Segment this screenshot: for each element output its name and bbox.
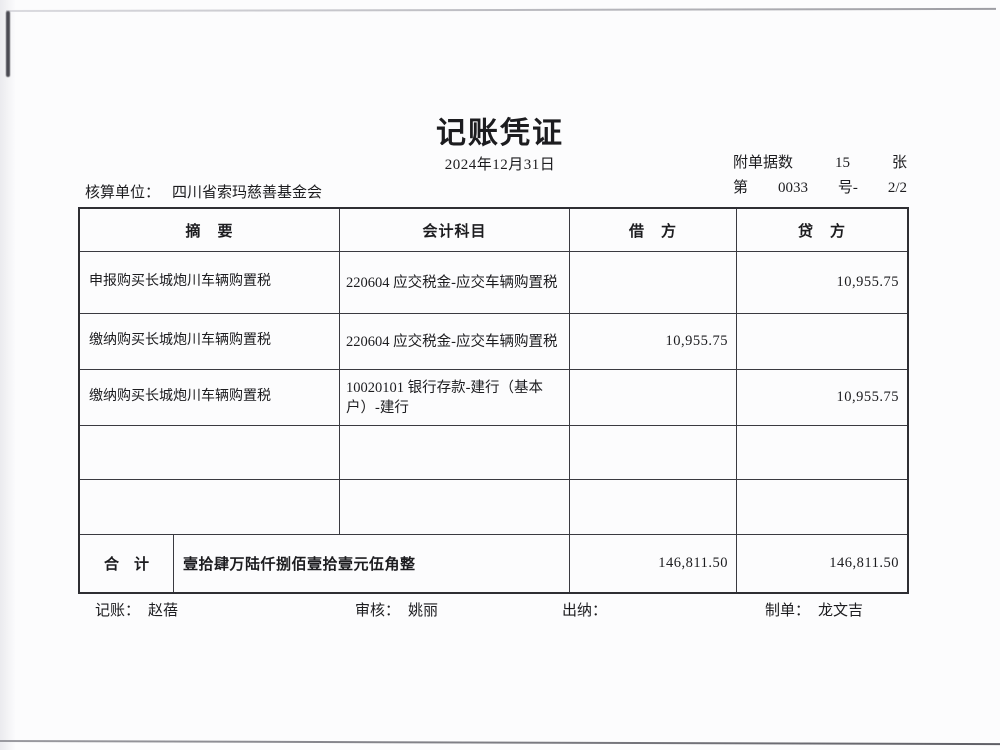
col-header-debit: 借 方 <box>570 209 737 252</box>
voucher-date: 2024年12月31日 <box>444 157 556 173</box>
attachment-count-row: 附单据数 15 张 <box>733 151 907 176</box>
row1-debit <box>570 252 737 314</box>
reviewer-label: 审核： <box>355 603 401 619</box>
attachment-unit: 张 <box>891 155 907 171</box>
preparer-label: 制单： <box>765 603 811 619</box>
row4-credit <box>737 426 907 480</box>
voucher-number-row: 第 0033 号- 2/2 <box>733 176 907 201</box>
signature-preparer: 制单： 龙文吉 <box>765 599 863 620</box>
bookkeeper-label: 记账： <box>95 603 141 619</box>
voucher-info-block: 附单据数 15 张 第 0033 号- 2/2 <box>733 151 907 201</box>
cashier-label: 出纳： <box>562 603 608 619</box>
row2-debit: 10,955.75 <box>570 314 737 370</box>
attachment-label: 附单据数 <box>733 155 794 171</box>
col-header-credit: 贷 方 <box>737 209 907 252</box>
row1-summary: 申报购买长城炮川车辆购置税 <box>80 252 340 314</box>
row4-summary <box>80 426 340 480</box>
signature-bookkeeper: 记账： 赵蓓 <box>95 599 178 620</box>
row5-summary <box>80 480 340 535</box>
row3-debit <box>570 370 737 426</box>
accounting-unit-value: 四川省索玛慈善基金会 <box>172 185 323 201</box>
voucher-no-suffix: 号- <box>837 180 858 196</box>
voucher-table: 摘 要 会计科目 借 方 贷 方 申报购买长城炮川车辆购置税 220604 应交… <box>78 207 909 594</box>
total-label: 合 计 <box>80 535 174 592</box>
signature-cashier: 出纳： <box>562 599 615 620</box>
accounting-unit-line: 核算单位： 四川省索玛慈善基金会 <box>85 181 322 202</box>
row1-account: 220604 应交税金-应交车辆购置税 <box>340 252 570 314</box>
voucher-no-value: 0033 <box>777 180 808 196</box>
row2-account: 220604 应交税金-应交车辆购置税 <box>340 314 570 370</box>
voucher-no-page: 2/2 <box>887 180 907 196</box>
attachment-count: 15 <box>835 155 850 171</box>
reviewer-name: 姚丽 <box>408 603 439 619</box>
total-credit: 146,811.50 <box>829 555 899 571</box>
preparer-name: 龙文吉 <box>818 603 864 619</box>
row5-credit <box>737 480 907 535</box>
voucher-no-prefix: 第 <box>733 180 749 196</box>
signature-reviewer: 审核： 姚丽 <box>355 599 438 620</box>
row3-account: 10020101 银行存款-建行（基本户）-建行 <box>340 370 570 426</box>
row5-debit <box>570 480 737 535</box>
row3-summary: 缴纳购买长城炮川车辆购置税 <box>80 370 340 426</box>
row2-summary: 缴纳购买长城炮川车辆购置税 <box>80 314 340 370</box>
row4-debit <box>570 426 737 480</box>
row1-credit: 10,955.75 <box>737 252 907 314</box>
row5-account <box>340 480 570 535</box>
col-header-account: 会计科目 <box>340 209 570 252</box>
scan-artifact-streak <box>6 11 10 77</box>
scan-edge-left <box>0 0 16 750</box>
row3-credit: 10,955.75 <box>737 370 907 426</box>
total-amount-in-words: 壹拾肆万陆仟捌佰壹拾壹元伍角整 <box>174 535 570 592</box>
accounting-unit-label: 核算单位： <box>85 185 161 201</box>
signature-line: 记账： 赵蓓 审核： 姚丽 出纳： 制单： 龙文吉 <box>0 599 1000 623</box>
scan-edge-top <box>5 7 996 12</box>
row2-credit <box>737 314 907 370</box>
bookkeeper-name: 赵蓓 <box>148 603 179 619</box>
scan-edge-bottom <box>0 740 1000 746</box>
voucher-title: 记账凭证 <box>436 117 564 150</box>
row4-account <box>340 426 570 480</box>
total-debit: 146,811.50 <box>570 535 737 592</box>
col-header-summary: 摘 要 <box>80 209 340 252</box>
